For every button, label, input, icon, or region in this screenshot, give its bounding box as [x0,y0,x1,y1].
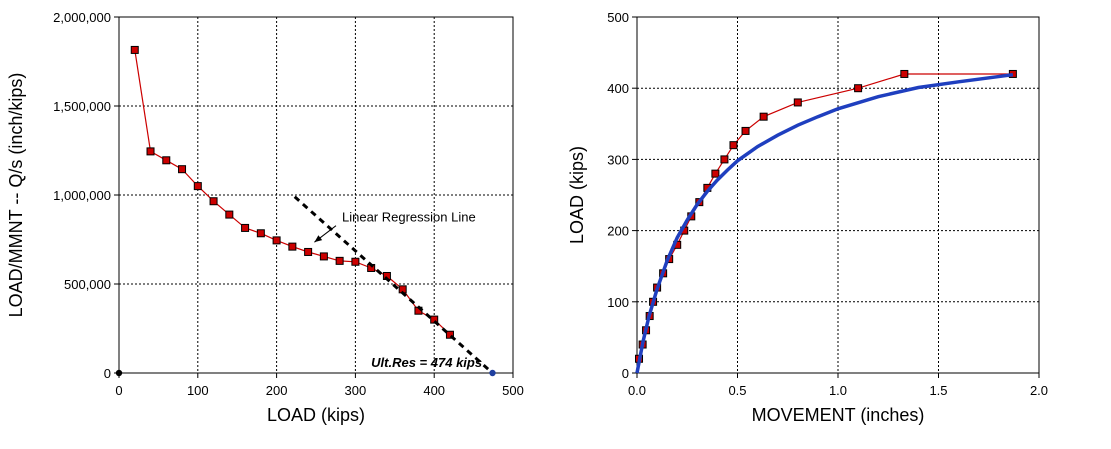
data-point [272,236,281,245]
y-tick-label: 500 [607,10,629,25]
y-tick-label: 300 [607,152,629,167]
data-point [720,155,729,164]
data-point [193,182,202,191]
data-point [335,256,344,265]
data-point [178,165,187,174]
reference-point [115,369,123,377]
y-tick-label: 100 [607,295,629,310]
data-point [430,315,439,324]
y-tick-label: 500,000 [64,277,111,292]
load-mmnt-chart: 0 100 200 300 400 500 0 500,000 1,000,000 1,500,0… [6,10,524,425]
y-tick-label: 400 [607,81,629,96]
data-point [288,242,297,251]
x-tick-label: 500 [502,383,524,398]
annotation-text: Linear Regression Line [342,210,476,225]
data-point [793,98,802,107]
data-point [351,257,360,266]
y-tick-label: 200 [607,224,629,239]
grid [119,17,513,373]
data-point [162,156,171,165]
x-tick-label: 400 [423,383,445,398]
x-tick-label: 300 [345,383,367,398]
x-tick-label: 2.0 [1030,383,1048,398]
y-tick-label: 1,500,000 [53,99,111,114]
data-point [319,252,328,261]
data-point [146,147,155,156]
data-point [759,112,768,121]
annotation-text: Ult.Res = 474 kips [371,355,482,370]
y-tick-label: 2,000,000 [53,10,111,25]
load-movement-chart: 0.0 0.5 1.0 1.5 2.0 0 100 200 300 400 500 MOVEMENT … [567,10,1048,425]
data-point [854,84,863,93]
x-tick-label: 1.5 [929,383,947,398]
y-tick-label: 0 [104,366,111,381]
x-tick-label: 200 [266,383,288,398]
annotation-arrow-head [314,235,323,243]
x-axis-label: MOVEMENT (inches) [752,405,925,425]
x-tick-label: 100 [187,383,209,398]
data-point [225,210,234,219]
y-axis-label: LOAD (kips) [567,146,587,244]
reference-point [489,369,496,377]
x-tick-label: 0 [115,383,122,398]
series-line-1 [635,72,1014,374]
data-point [741,126,750,135]
data-point [256,229,265,238]
data-point [711,169,720,178]
data-point [445,330,454,339]
data-point [209,197,218,206]
data-point [900,69,909,78]
data-point [241,223,250,232]
data-point [729,141,738,150]
grid [637,17,1039,373]
y-tick-label: 1,000,000 [53,188,111,203]
x-tick-label: 0.0 [628,383,646,398]
y-tick-label: 0 [622,366,629,381]
data-point [304,247,313,256]
x-tick-label: 0.5 [728,383,746,398]
x-tick-label: 1.0 [829,383,847,398]
data-point [130,45,139,54]
x-axis-label: LOAD (kips) [267,405,365,425]
series-line-1 [293,195,494,375]
y-axis-label: LOAD/MMNT -- Q/s (inch/kips) [6,73,26,318]
